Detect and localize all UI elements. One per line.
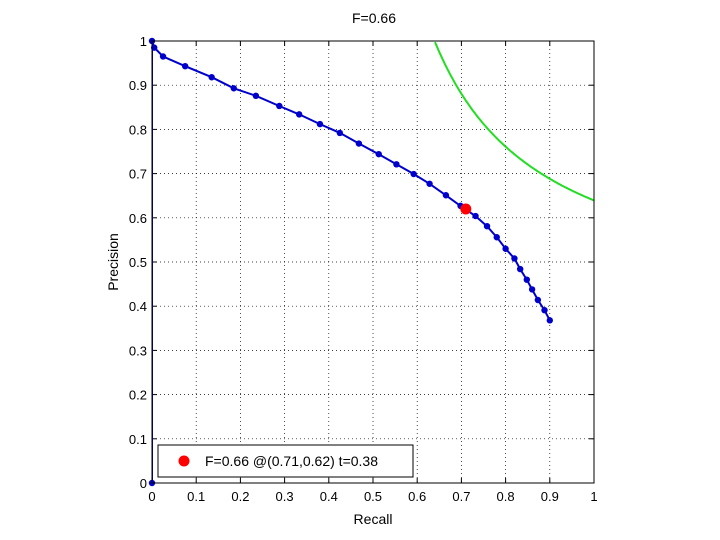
y-tick-label: 0.8 xyxy=(129,122,147,137)
pr-curve-point xyxy=(511,255,518,262)
pr-curve-point xyxy=(393,161,400,168)
tick-labels: 0 0.1 0.2 0.3 0.4 0.5 0.6 0.7 0.8 0.9 1 0 0.1 0.2 0.3 0… xyxy=(129,34,598,504)
pr-curve-point xyxy=(159,53,167,60)
chart-title: F=0.66 xyxy=(352,10,396,26)
x-axis-label: Recall xyxy=(354,511,393,527)
pr-curve-line xyxy=(152,41,551,483)
x-tick-label: 0.6 xyxy=(408,489,426,504)
x-tick-label: 1 xyxy=(590,489,597,504)
legend-label: F=0.66 @(0.71,0.62) t=0.38 xyxy=(205,453,378,469)
pr-curve-point xyxy=(516,265,524,273)
x-tick-label: 0.7 xyxy=(452,489,470,504)
pr-curve-point xyxy=(502,245,509,252)
y-tick-label: 1 xyxy=(140,34,147,49)
x-tick-label: 0.8 xyxy=(497,489,515,504)
x-tick-label: 0.1 xyxy=(187,489,205,504)
pr-curve-point xyxy=(276,102,283,110)
y-tick-label: 0 xyxy=(140,476,147,491)
pr-curve-point xyxy=(472,212,479,220)
grid xyxy=(152,41,594,483)
x-tick-label: 0.5 xyxy=(364,489,382,504)
x-tick-label: 0.4 xyxy=(320,489,338,504)
pr-curve-point xyxy=(208,74,215,81)
pr-curve-point xyxy=(181,62,189,70)
pr-curve-point xyxy=(523,276,531,283)
y-tick-label: 0.3 xyxy=(129,343,147,358)
pr-curve-point xyxy=(151,44,158,51)
pr-curve-point xyxy=(252,92,260,100)
iso-f-curve xyxy=(434,41,594,202)
pr-curve-point xyxy=(534,296,542,304)
x-tick-label: 0 xyxy=(148,489,155,504)
plot-frame xyxy=(151,40,595,484)
pr-curve-point xyxy=(230,85,237,92)
legend-marker xyxy=(178,455,190,467)
x-tick-label: 0.2 xyxy=(231,489,249,504)
legend: F=0.66 @(0.71,0.62) t=0.38 xyxy=(157,444,414,478)
pr-curve-point xyxy=(541,306,548,314)
pr-curve-point xyxy=(336,129,344,137)
y-tick-label: 0.5 xyxy=(129,255,147,270)
pr-curve-point xyxy=(493,234,500,241)
pr-curve-point xyxy=(295,111,303,118)
pr-curve-point xyxy=(483,222,491,230)
pr-curve-point xyxy=(546,317,553,324)
pr-curve-point xyxy=(528,286,536,293)
best-f-point xyxy=(460,203,472,215)
x-tick-label: 0.3 xyxy=(276,489,294,504)
y-tick-label: 0.7 xyxy=(129,167,147,182)
legend-box xyxy=(157,444,414,478)
pr-curve-point xyxy=(316,120,324,128)
y-tick-label: 0.6 xyxy=(129,211,147,226)
y-tick-label: 0.1 xyxy=(129,432,147,447)
pr-curve-point xyxy=(375,150,382,158)
pr-curve-point xyxy=(426,180,433,187)
pr-curve-point xyxy=(442,192,450,199)
x-tick-label: 0.9 xyxy=(541,489,559,504)
y-tick-label: 0.9 xyxy=(129,78,147,93)
y-tick-label: 0.4 xyxy=(129,299,147,314)
pr-curve-point xyxy=(410,170,417,178)
y-tick-label: 0.2 xyxy=(129,388,147,403)
marks-layer xyxy=(148,37,553,487)
pr-curve-point xyxy=(355,140,363,147)
y-axis-label: Precision xyxy=(105,233,121,291)
